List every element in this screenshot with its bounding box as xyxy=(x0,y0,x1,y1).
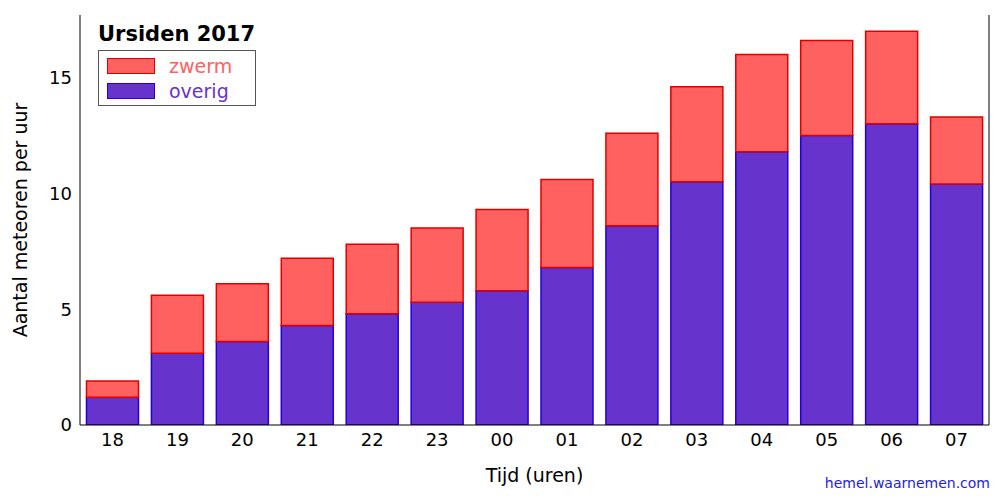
svg-text:19: 19 xyxy=(166,429,189,450)
svg-text:22: 22 xyxy=(361,429,384,450)
svg-text:04: 04 xyxy=(750,429,773,450)
svg-text:Tijd (uren): Tijd (uren) xyxy=(485,464,584,486)
svg-text:01: 01 xyxy=(556,429,579,450)
svg-text:07: 07 xyxy=(945,429,968,450)
svg-text:15: 15 xyxy=(49,67,72,88)
svg-text:10: 10 xyxy=(49,183,72,204)
svg-text:20: 20 xyxy=(231,429,254,450)
html-text:Ursiden 2017: Ursiden 2017 xyxy=(98,22,256,46)
svg-text:05: 05 xyxy=(815,429,838,450)
svg-text:0: 0 xyxy=(61,414,72,435)
html-text:overig: overig xyxy=(169,79,229,102)
svg-text:00: 00 xyxy=(491,429,514,450)
html-text:hemel.waarnemen.com: hemel.waarnemen.com xyxy=(824,475,990,491)
svg-text:5: 5 xyxy=(61,299,72,320)
svg-text:02: 02 xyxy=(620,429,643,450)
svg-text:Aantal meteoren per uur: Aantal meteoren per uur xyxy=(9,102,31,337)
html-text:zwerm: zwerm xyxy=(169,54,233,77)
svg-text:21: 21 xyxy=(296,429,319,450)
svg-text:06: 06 xyxy=(880,429,903,450)
svg-text:23: 23 xyxy=(426,429,449,450)
svg-text:03: 03 xyxy=(685,429,708,450)
svg-text:18: 18 xyxy=(101,429,124,450)
